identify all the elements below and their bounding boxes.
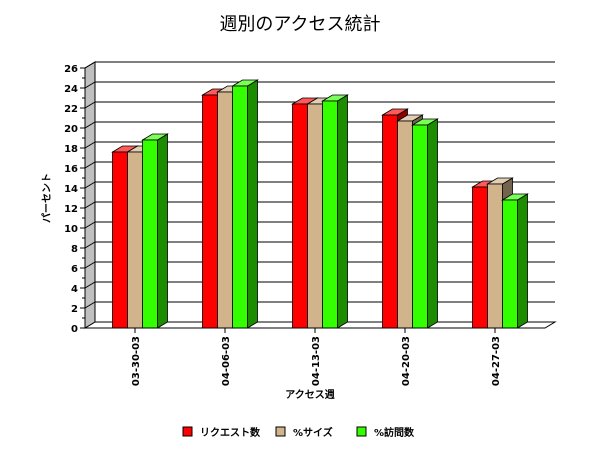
bar <box>232 85 248 329</box>
bar <box>202 94 218 329</box>
bar <box>127 151 143 329</box>
y-tick-label: 20 <box>64 124 78 135</box>
bar <box>292 103 308 329</box>
y-tick-label: 14 <box>64 184 78 195</box>
y-tick-label: 24 <box>64 84 78 95</box>
x-tick-label: 04-27-03 <box>491 336 502 386</box>
x-tick-label: 04-06-03 <box>221 336 232 386</box>
legend-label: リクエスト数 <box>200 426 261 439</box>
legend-label: %サイズ <box>293 426 333 439</box>
bar <box>487 183 503 329</box>
bar <box>502 199 518 329</box>
legend: リクエスト数 %サイズ %訪問数 <box>182 426 415 439</box>
legend-swatch <box>275 426 286 437</box>
bar-side <box>517 193 528 329</box>
gridline-wall <box>84 121 96 129</box>
bar-side <box>427 118 438 329</box>
gridline-wall <box>84 261 96 269</box>
gridline-wall <box>84 61 96 69</box>
legend-swatch <box>356 426 367 437</box>
gridline-wall <box>84 81 96 89</box>
y-tick-label: 8 <box>71 244 78 255</box>
gridline-wall <box>84 281 96 289</box>
gridline-wall <box>84 241 96 249</box>
bar <box>382 114 398 329</box>
bar <box>217 91 233 329</box>
bar <box>322 100 338 329</box>
y-tick-label: 22 <box>64 104 78 115</box>
x-tick-label: 04-20-03 <box>401 336 412 386</box>
legend-swatch <box>182 426 193 437</box>
x-tick-label: 03-30-03 <box>131 336 142 386</box>
bar-side <box>337 94 348 329</box>
gridline-wall <box>84 201 96 209</box>
y-tick-label: 18 <box>64 144 78 155</box>
bar <box>112 151 128 329</box>
gridline-wall <box>84 181 96 189</box>
x-axis-label: アクセス週 <box>285 389 335 401</box>
y-tick-label: 26 <box>64 64 78 75</box>
y-axis-label: パーセント <box>41 173 53 223</box>
bar <box>412 124 428 329</box>
y-tick-label: 12 <box>64 204 78 215</box>
y-tick-label: 4 <box>71 284 78 295</box>
bar-side <box>157 133 168 329</box>
x-tick-label: 04-13-03 <box>311 336 322 386</box>
y-tick-label: 0 <box>71 324 78 335</box>
bar <box>142 139 158 329</box>
gridline-wall <box>84 221 96 229</box>
y-tick-label: 6 <box>71 264 78 275</box>
y-tick-label: 10 <box>64 224 78 235</box>
chart-title: 週別のアクセス統計 <box>219 14 380 35</box>
legend-label: %訪問数 <box>374 426 415 439</box>
gridline-wall <box>84 301 96 309</box>
bar-side <box>247 79 258 329</box>
y-axis-wall <box>84 61 96 329</box>
gridline-wall <box>84 101 96 109</box>
bar <box>472 186 488 329</box>
bar <box>307 103 323 329</box>
gridline-wall <box>84 141 96 149</box>
gridline-wall <box>84 161 96 169</box>
y-tick-label: 2 <box>71 304 78 315</box>
bar <box>397 120 413 329</box>
y-tick-label: 16 <box>64 164 78 175</box>
